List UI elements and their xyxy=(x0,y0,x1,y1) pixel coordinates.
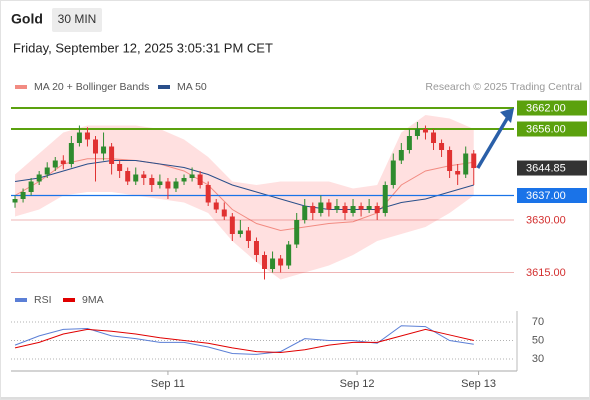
timestamp: Friday, September 12, 2025 3:05:31 PM CE… xyxy=(13,40,273,55)
candle-body xyxy=(117,164,123,171)
x-tick-label: Sep 12 xyxy=(340,378,375,390)
candle-body xyxy=(149,178,155,185)
candle-body xyxy=(52,160,58,168)
ma9-line xyxy=(14,328,474,354)
candle-body xyxy=(390,160,396,185)
y-tick-label: 70 xyxy=(532,316,544,328)
candle-body xyxy=(213,202,219,210)
candle-body xyxy=(406,136,412,150)
candle-body xyxy=(310,206,316,213)
candle-body xyxy=(221,209,227,217)
price-tag xyxy=(517,121,587,137)
x-tick-label: Sep 13 xyxy=(461,378,496,390)
candle-body xyxy=(133,174,139,182)
price-tag-label: 3615.00 xyxy=(526,267,566,279)
candle-body xyxy=(431,132,437,143)
candle-body xyxy=(463,153,469,175)
candle-body xyxy=(439,143,445,150)
price-tag-label: 3656.00 xyxy=(526,123,566,135)
candle-body xyxy=(12,199,18,203)
candle-body xyxy=(294,220,300,245)
candle-body xyxy=(60,160,66,164)
y-tick-label: 50 xyxy=(532,334,544,346)
candle-body xyxy=(44,167,50,175)
price-tag xyxy=(517,160,587,176)
candle-body xyxy=(125,171,131,182)
candle-body xyxy=(334,206,340,210)
candle-body xyxy=(414,129,420,136)
candle-body xyxy=(342,206,348,213)
candle-body xyxy=(76,132,82,143)
candle-body xyxy=(28,181,34,192)
candle-body xyxy=(181,178,187,182)
legend-label: RSI xyxy=(34,294,52,306)
price-tag xyxy=(517,188,587,203)
price-tag-label: 3644.85 xyxy=(526,162,566,174)
candle-body xyxy=(229,216,235,234)
candle-body xyxy=(173,181,179,189)
instrument-title: Gold xyxy=(11,11,43,27)
bollinger-band xyxy=(15,115,474,280)
legend-label: MA 20 + Bollinger Bands xyxy=(34,81,149,93)
candle-body xyxy=(205,185,211,203)
candle-body xyxy=(36,174,42,182)
candle-body xyxy=(318,202,324,213)
candle-body xyxy=(262,255,268,269)
candle-body xyxy=(68,143,74,164)
candle-body xyxy=(286,244,292,266)
ma50-line xyxy=(14,160,474,210)
candle-body xyxy=(189,174,195,178)
price-tag-label: 3662.00 xyxy=(526,102,566,114)
candle-body xyxy=(350,206,356,213)
candle-body xyxy=(455,171,461,175)
candle-body xyxy=(398,150,404,161)
candle-body xyxy=(141,174,147,178)
timeframe-chip[interactable] xyxy=(52,8,102,32)
candle-body xyxy=(245,230,251,241)
legend-label: 9MA xyxy=(82,294,104,306)
candle-body xyxy=(84,132,90,140)
candle-body xyxy=(165,181,171,189)
candle-body xyxy=(270,258,276,269)
candle-body xyxy=(302,206,308,220)
candle-body xyxy=(366,206,372,210)
y-tick-label: 30 xyxy=(532,353,544,365)
candle-body xyxy=(253,241,259,255)
candle-body xyxy=(20,192,26,199)
candle-body xyxy=(93,139,99,154)
candle-body xyxy=(109,146,115,164)
candle-body xyxy=(422,129,428,133)
price-tag xyxy=(517,100,587,116)
x-tick-label: Sep 11 xyxy=(151,378,185,390)
candle-body xyxy=(278,258,284,266)
candle-body xyxy=(471,153,477,169)
candle-body xyxy=(374,206,380,213)
candle-body xyxy=(358,206,364,210)
candle-body xyxy=(237,230,243,234)
candle-body xyxy=(326,202,332,210)
price-tag-label: 3630.00 xyxy=(526,214,566,226)
timeframe[interactable]: 30 MIN xyxy=(58,12,97,26)
source: Research © 2025 Trading Central xyxy=(425,81,582,93)
price-tag-label: 3637.00 xyxy=(526,190,566,202)
candle-body xyxy=(157,181,163,185)
forecast-arrow xyxy=(476,116,510,169)
ma20-line xyxy=(14,158,474,232)
candle-body xyxy=(101,146,107,154)
candle-body xyxy=(197,174,203,185)
legend-label: MA 50 xyxy=(177,81,207,93)
candle-body xyxy=(382,185,388,213)
forecast-arrowhead xyxy=(500,108,514,123)
candle-body xyxy=(447,150,453,171)
